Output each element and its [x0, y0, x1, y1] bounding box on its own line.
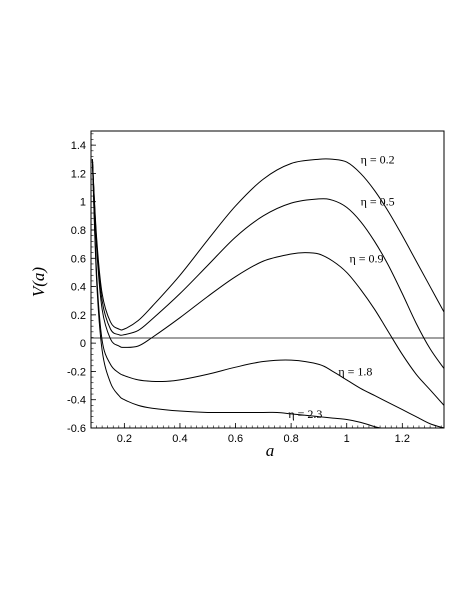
y-tick-label: 0.4 [71, 282, 86, 294]
y-tick-label: 0.6 [71, 253, 86, 265]
x-axis-title: a [266, 441, 275, 460]
x-tick-label: 1.2 [395, 433, 410, 445]
series-label-4: η = 1.8 [338, 364, 372, 378]
y-tick-label: 0.8 [71, 225, 86, 237]
series-line-1 [91, 158, 444, 331]
series-labels: η = 0.2 η = 0.5 η = 0.9 η = 1.8 η = 2.3 [288, 152, 394, 421]
y-axis-ticks: -0.6 -0.4 -0.2 0 0.2 0.4 0.6 0.8 1 1.2 1.4 [67, 140, 96, 435]
series-line-5 [91, 159, 381, 428]
y-tick-label: -0.2 [67, 366, 86, 378]
series-label-3: η = 0.9 [349, 251, 383, 265]
series-label-5: η = 2.3 [288, 407, 322, 421]
series-line-2 [91, 159, 444, 369]
y-tick-label: 1.4 [71, 140, 86, 152]
x-tick-label: 0.8 [283, 433, 298, 445]
y-tick-label: 1 [80, 197, 86, 209]
series-curves [91, 158, 444, 428]
series-label-1: η = 0.2 [361, 152, 395, 166]
plot-frame [90, 130, 445, 429]
x-tick-label: 0.4 [172, 433, 187, 445]
y-tick-label: -0.6 [67, 423, 86, 435]
y-axis-title: V(a) [29, 267, 48, 298]
series-label-2: η = 0.5 [361, 195, 395, 209]
y-tick-label: 0.2 [71, 310, 86, 322]
series-line-3 [91, 159, 444, 406]
y-tick-label: -0.4 [67, 395, 86, 407]
x-tick-label: 0.6 [228, 433, 243, 445]
minor-ticks [91, 133, 442, 429]
y-tick-label: 0 [80, 338, 86, 350]
series-line-4 [91, 159, 444, 428]
x-axis-ticks: 0.2 0.4 0.6 0.8 1 1.2 [117, 423, 410, 445]
x-tick-label: 0.2 [117, 433, 132, 445]
x-tick-label: 1 [344, 433, 350, 445]
y-tick-label: 1.2 [71, 168, 86, 180]
